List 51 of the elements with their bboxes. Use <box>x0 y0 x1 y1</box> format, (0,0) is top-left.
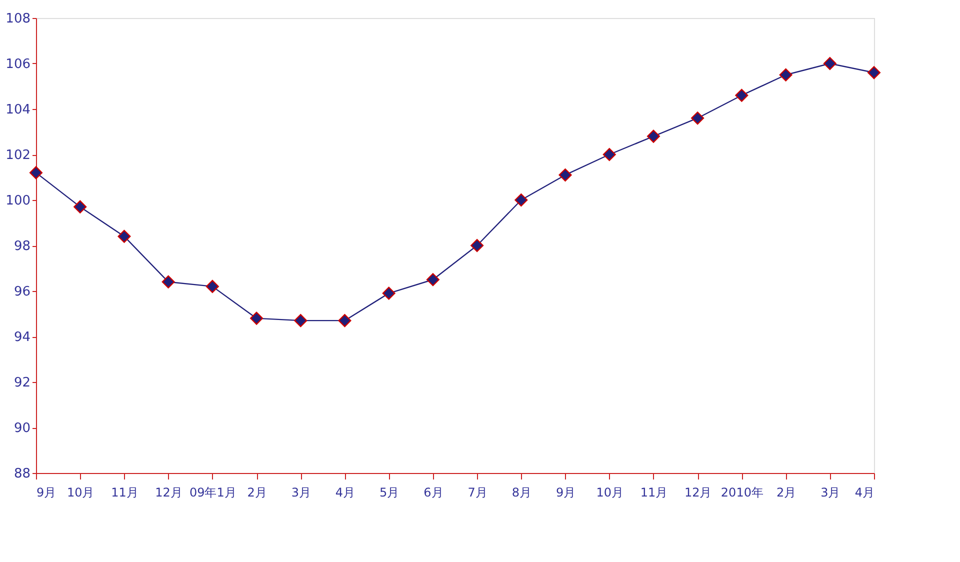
point <box>162 275 175 288</box>
point <box>118 230 131 243</box>
x-tick-label: 3月 <box>291 486 311 500</box>
point <box>646 130 660 143</box>
point <box>74 200 87 214</box>
y-tick-label: 100 <box>6 194 30 208</box>
y-tick-label: 94 <box>14 330 30 345</box>
y-tick-label: 102 <box>6 148 30 163</box>
point <box>691 112 704 125</box>
x-tick-label: 11月 <box>640 486 668 500</box>
x-tick-label: 4月 <box>854 486 874 500</box>
x-tick-label: 2010年 <box>720 486 764 500</box>
x-tick-label: 2月 <box>776 486 796 500</box>
y-tick-label: 108 <box>6 12 30 26</box>
point <box>558 168 572 182</box>
point <box>426 273 440 286</box>
x-tick-label: 12月 <box>155 486 182 500</box>
x-tick-label: 9月 <box>556 486 576 500</box>
point <box>338 314 352 328</box>
y-tick-label: 90 <box>14 421 30 436</box>
x-tick-label: 2月 <box>247 486 267 500</box>
point <box>735 88 748 102</box>
point <box>382 286 396 300</box>
point <box>823 56 836 70</box>
point <box>206 280 219 293</box>
point <box>294 314 308 328</box>
point <box>29 166 43 180</box>
point <box>602 148 616 162</box>
x-tick-label: 5月 <box>380 486 400 500</box>
x-tick-label: 3月 <box>820 486 840 500</box>
point <box>470 238 484 252</box>
x-tick-label: 4月 <box>335 486 356 500</box>
x-tick-label: 9月 <box>36 486 56 500</box>
y-tick-label: 98 <box>14 239 30 254</box>
x-tick-label: 7月 <box>468 486 488 500</box>
x-tick-label: 8月 <box>512 486 532 500</box>
x-tick-label: 10月 <box>596 486 624 500</box>
y-tick-label: 92 <box>14 376 30 390</box>
x-tick-label: 6月 <box>424 486 444 500</box>
y-tick-label: 106 <box>6 57 30 72</box>
x-tick-label: 12月 <box>684 486 712 500</box>
y-tick-label: 96 <box>14 284 30 300</box>
x-tick-label: 11月 <box>111 486 138 500</box>
point <box>514 193 528 207</box>
x-tick-label: 09年1月 <box>189 486 236 500</box>
point <box>779 68 792 82</box>
y-tick-label: 88 <box>14 466 30 482</box>
y-tick-label: 104 <box>6 102 30 118</box>
point <box>867 66 881 80</box>
point <box>250 312 264 325</box>
x-tick-label: 10月 <box>66 486 94 500</box>
